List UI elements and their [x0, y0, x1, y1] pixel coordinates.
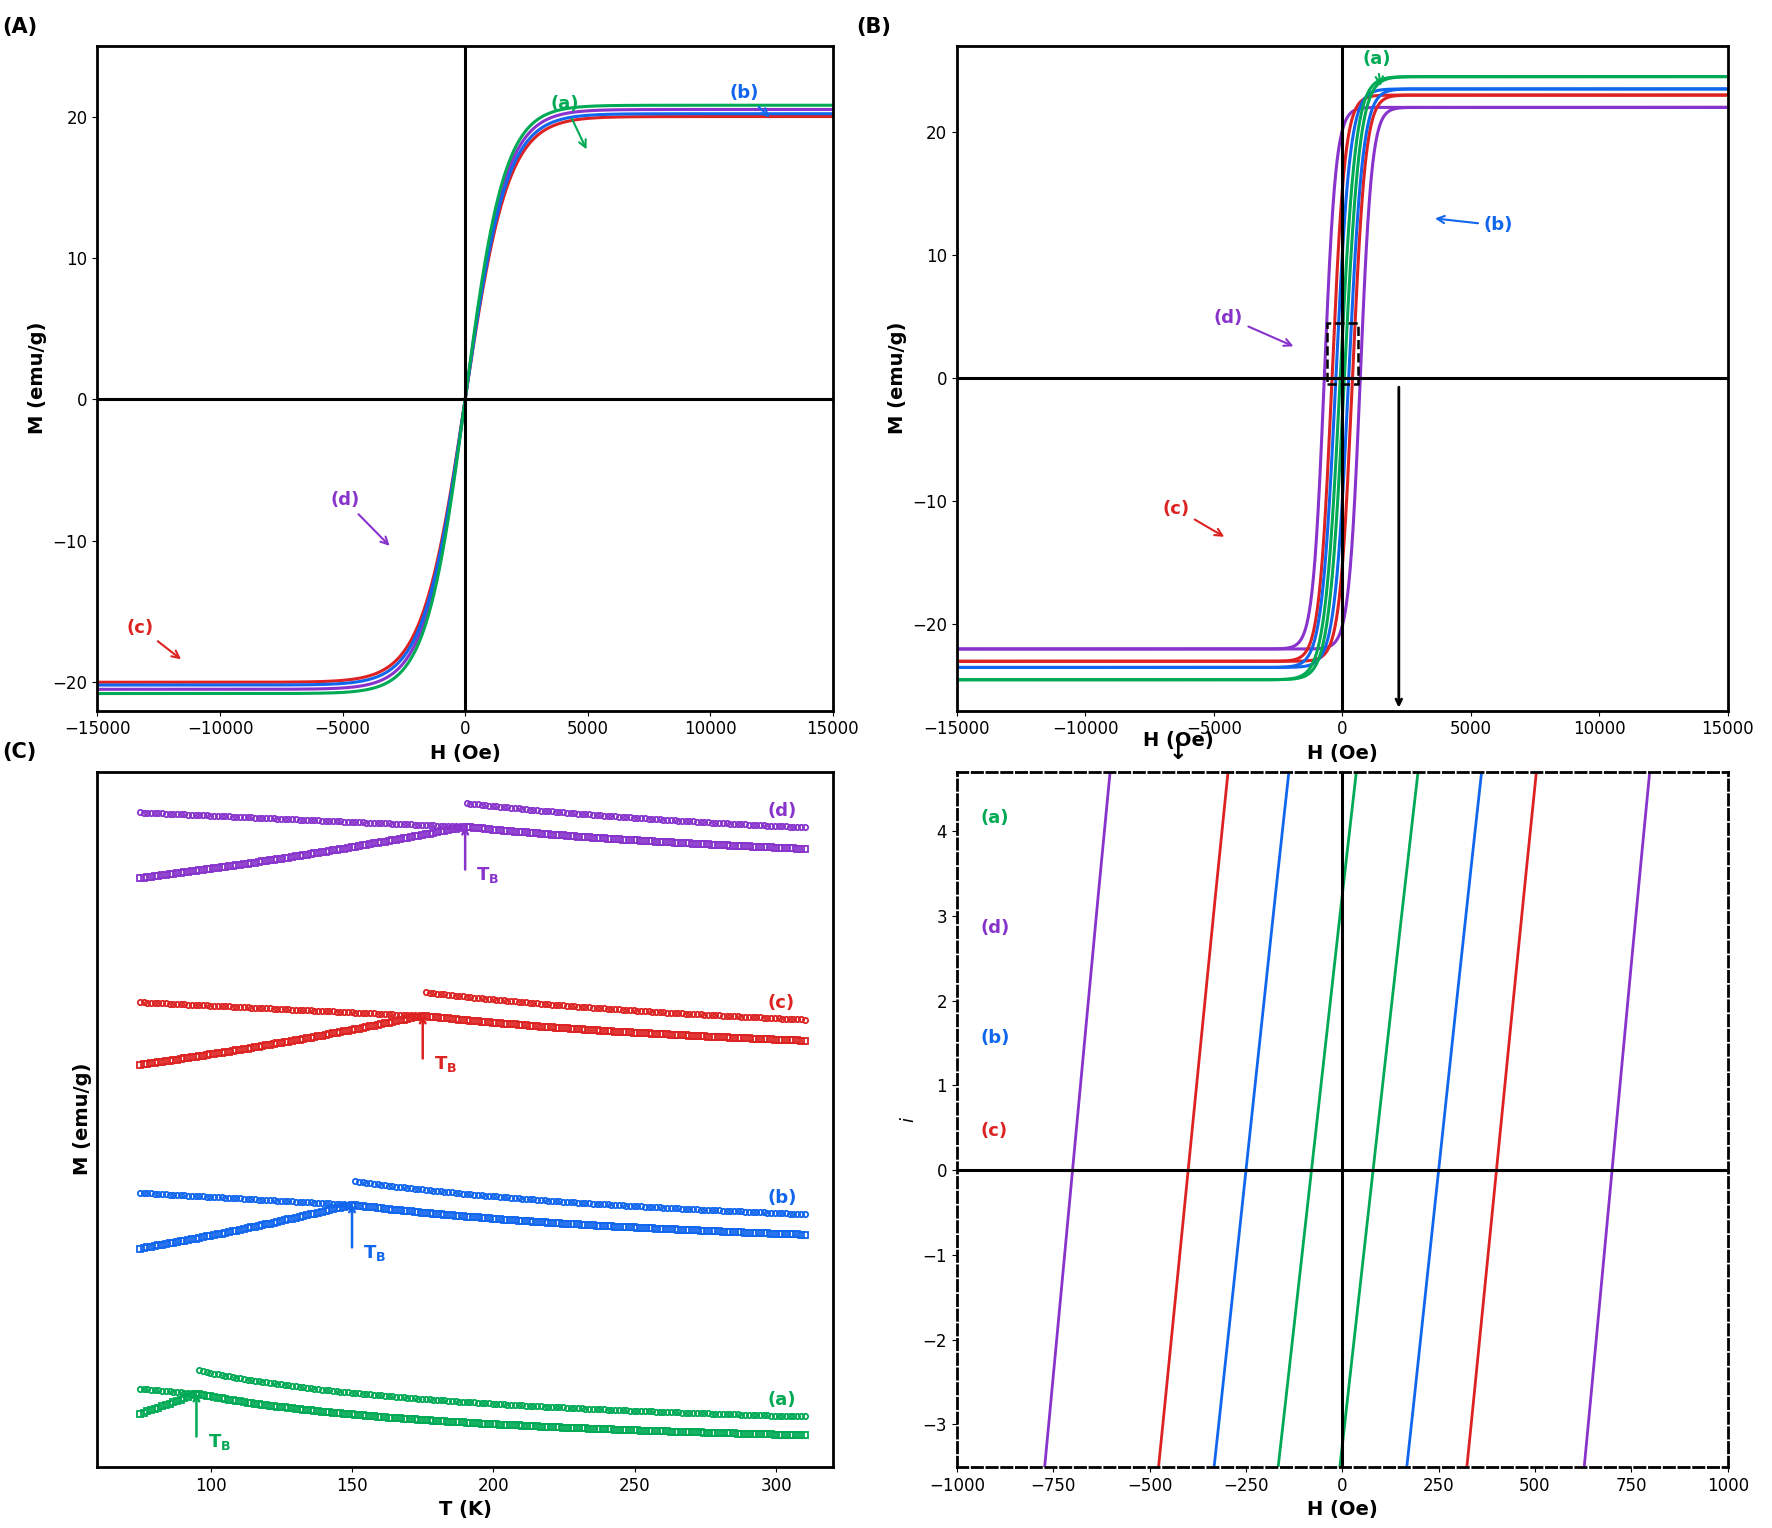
Text: (c): (c): [980, 1122, 1006, 1140]
Text: (d): (d): [980, 918, 1010, 937]
Text: (c): (c): [1162, 500, 1223, 536]
X-axis label: H (Oe): H (Oe): [1308, 744, 1377, 762]
Text: (a): (a): [767, 1390, 796, 1409]
Text: (d): (d): [1214, 309, 1292, 345]
Text: (b): (b): [730, 84, 767, 116]
Text: ↓: ↓: [1170, 744, 1187, 764]
Text: (a): (a): [1363, 50, 1391, 84]
Text: (c): (c): [767, 995, 796, 1012]
X-axis label: H (Oe): H (Oe): [1308, 1500, 1377, 1519]
Text: (b): (b): [767, 1189, 797, 1207]
Bar: [1327, 322, 1357, 385]
Text: (b): (b): [1437, 215, 1513, 234]
Text: $\mathbf{T_B}$: $\mathbf{T_B}$: [434, 1054, 457, 1074]
Y-axis label: M (emu/g): M (emu/g): [73, 1063, 92, 1175]
Text: $\mathbf{T_B}$: $\mathbf{T_B}$: [363, 1242, 386, 1262]
X-axis label: H (Oe): H (Oe): [431, 744, 500, 762]
Text: $\mathbf{T_B}$: $\mathbf{T_B}$: [207, 1432, 230, 1452]
Text: (a): (a): [551, 95, 587, 147]
Text: (B): (B): [856, 17, 891, 37]
Y-axis label: M (emu/g): M (emu/g): [28, 322, 48, 434]
Text: (d): (d): [767, 802, 797, 821]
X-axis label: T (K): T (K): [439, 1500, 491, 1519]
Text: (d): (d): [330, 492, 388, 544]
Text: (C): (C): [2, 741, 35, 762]
Text: (c): (c): [128, 619, 179, 659]
Y-axis label: M (emu/g): M (emu/g): [888, 322, 907, 434]
Text: (b): (b): [980, 1028, 1010, 1047]
Text: $\mathbf{T_B}$: $\mathbf{T_B}$: [477, 865, 500, 885]
Text: H (Oe): H (Oe): [1143, 730, 1214, 750]
Y-axis label: i: i: [898, 1117, 918, 1122]
Text: (A): (A): [2, 17, 37, 37]
Text: (a): (a): [980, 808, 1008, 827]
